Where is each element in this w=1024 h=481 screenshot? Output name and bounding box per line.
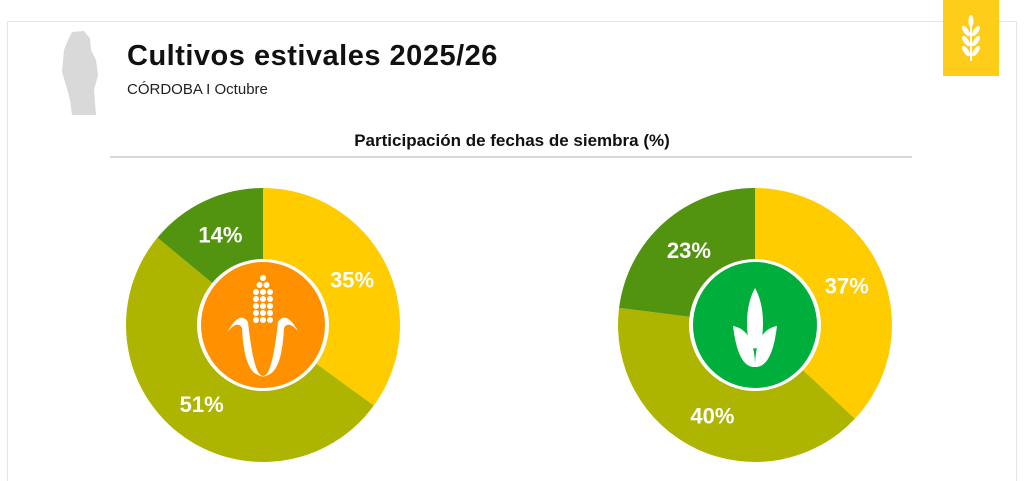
pie-charts: 35% 51% 14% 37% 40% 23% xyxy=(125,188,893,463)
soybean-sprout-icon xyxy=(689,259,821,391)
wheat-icon xyxy=(961,15,981,61)
slice-label: 35% xyxy=(330,268,374,293)
content-frame xyxy=(7,21,1017,481)
page-title: Cultivos estivales 2025/26 xyxy=(127,40,498,72)
pie-slice xyxy=(755,188,893,419)
page-subtitle: CÓRDOBA I Octubre xyxy=(127,81,268,98)
corn-icon xyxy=(197,259,329,391)
slice-label: 51% xyxy=(180,392,224,417)
slice-label: 14% xyxy=(198,223,242,248)
slice-label: 23% xyxy=(667,238,711,263)
pie-slice xyxy=(263,188,400,406)
chart-title: Participación de fechas de siembra (%) xyxy=(354,131,670,150)
wheat-badge xyxy=(943,0,999,76)
slice-label: 40% xyxy=(690,403,734,428)
divider xyxy=(110,156,912,158)
cordoba-map-icon xyxy=(62,31,98,115)
slice-label: 37% xyxy=(825,273,869,298)
